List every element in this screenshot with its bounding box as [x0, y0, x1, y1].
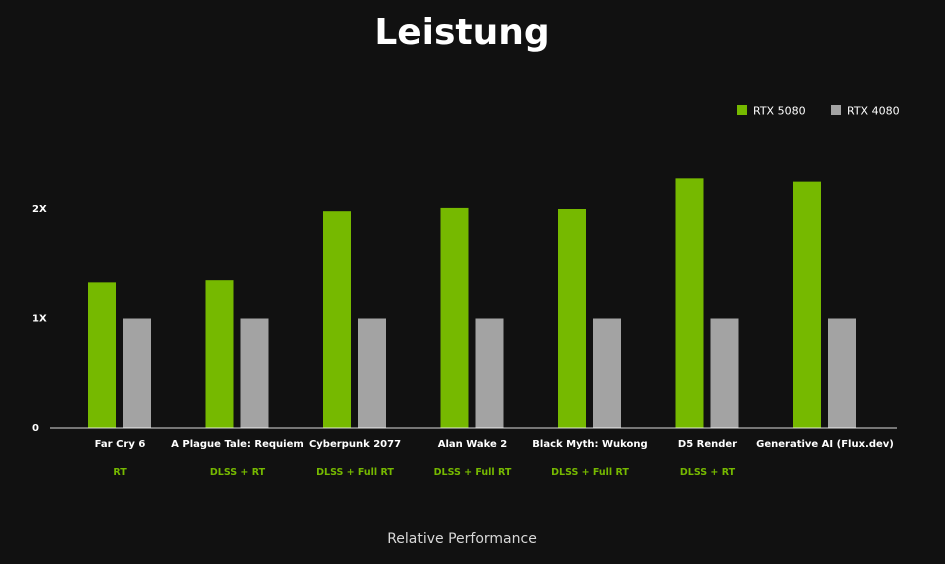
x-category-label: A Plague Tale: Requiem [171, 439, 304, 450]
y-tick-label: 0 [32, 423, 39, 434]
x-category-note: RT [113, 467, 127, 478]
bar-rtx-4080 [240, 318, 269, 428]
x-category-note: DLSS + Full RT [316, 467, 394, 478]
bar-rtx-5080 [440, 207, 469, 428]
bar-rtx-5080 [793, 181, 821, 428]
bar-rtx-4080 [593, 318, 621, 428]
bar-rtx-4080 [828, 318, 856, 428]
legend-swatch-rtx-4080 [831, 105, 841, 115]
legend-swatch-rtx-5080 [737, 105, 747, 115]
chart-title: Leistung [374, 12, 549, 53]
bar-rtx-5080 [675, 178, 704, 428]
y-axis-ticks: 0 1X 2X [32, 204, 47, 434]
legend: RTX 5080 RTX 4080 [737, 105, 900, 118]
bar-rtx-4080 [123, 318, 151, 428]
bar-rtx-5080 [323, 211, 351, 428]
bars [88, 178, 856, 428]
x-category-note: DLSS + Full RT [434, 467, 512, 478]
legend-label: RTX 5080 [753, 105, 806, 118]
x-axis-title: Relative Performance [387, 531, 537, 547]
x-category-note: DLSS + RT [680, 467, 736, 478]
bar-rtx-4080 [710, 318, 739, 428]
x-axis-labels: Far Cry 6 RT A Plague Tale: Requiem DLSS + … [95, 439, 894, 478]
bar-rtx-5080 [205, 280, 234, 428]
x-category-note: DLSS + Full RT [551, 467, 629, 478]
x-category-label: D5 Render [678, 439, 737, 450]
x-category-label: Alan Wake 2 [438, 439, 508, 450]
y-tick-label: 2X [32, 204, 47, 215]
x-category-label: Cyberpunk 2077 [309, 439, 401, 450]
bar-rtx-4080 [475, 318, 504, 428]
x-category-label: Generative AI (Flux.dev) [756, 439, 894, 450]
y-tick-label: 1X [32, 314, 47, 325]
x-category-label: Black Myth: Wukong [532, 439, 647, 450]
x-category-note: DLSS + RT [210, 467, 266, 478]
bar-rtx-5080 [558, 209, 586, 428]
x-category-label: Far Cry 6 [95, 439, 146, 450]
legend-label: RTX 4080 [847, 105, 900, 118]
bar-rtx-4080 [358, 318, 386, 428]
bar-rtx-5080 [88, 282, 116, 428]
